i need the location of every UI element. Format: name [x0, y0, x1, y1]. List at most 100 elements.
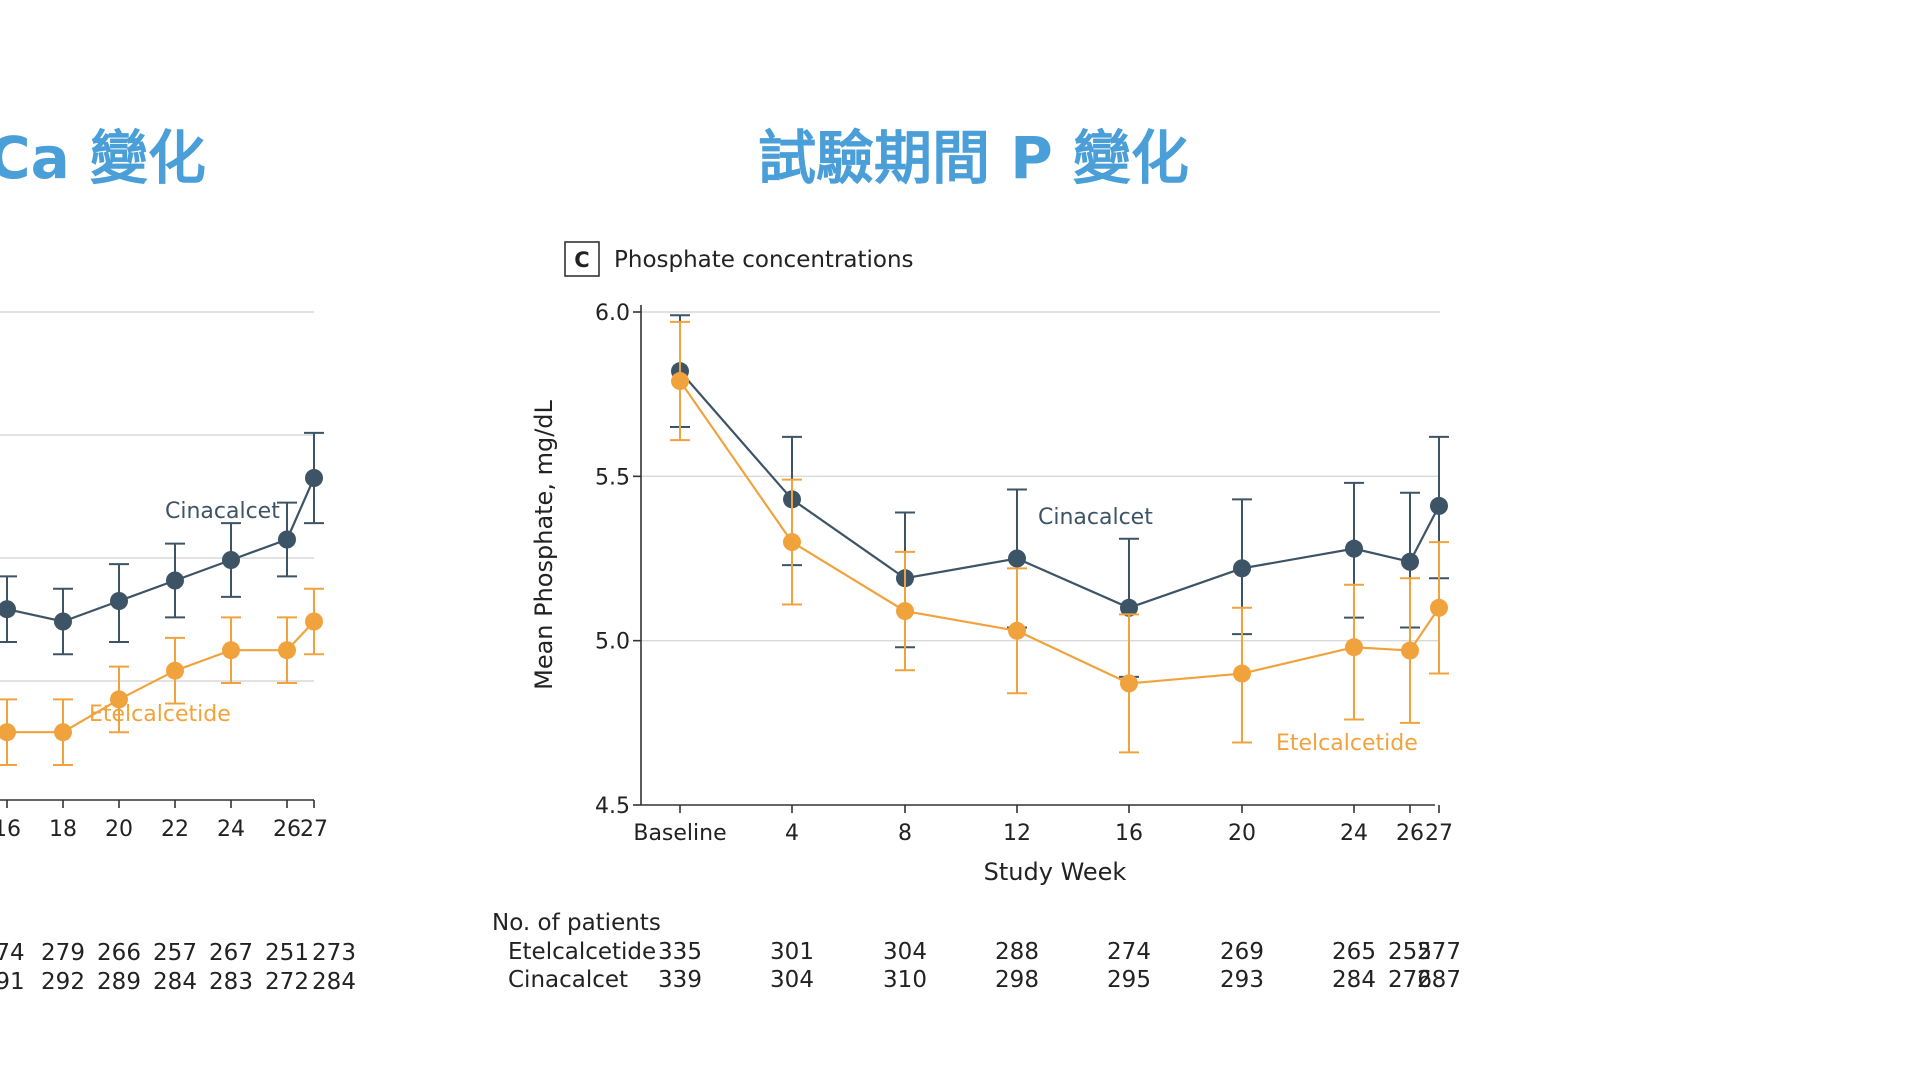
patients-count-etelcalcetide: 255	[1388, 939, 1432, 965]
left-patients-count-cinacalcet: 289	[97, 969, 141, 995]
right-etelcalcetide-point	[1008, 621, 1026, 640]
patients-count-etelcalcetide: 301	[770, 939, 814, 965]
right-x-tick-label: 8	[898, 821, 912, 846]
right-etelcalcetide-point	[783, 533, 801, 552]
right-x-tick-label: 20	[1228, 821, 1256, 846]
left-chart-series	[0, 431, 324, 766]
left-x-tick-label: 22	[161, 817, 189, 842]
right-patients-table: No. of patients Etelcalcetide Cinacalcet…	[492, 910, 1461, 993]
right-slide-title: 試驗期間 P 變化	[758, 124, 1189, 192]
patients-row-label-etelcalcetide: Etelcalcetide	[508, 939, 656, 965]
left-x-tick-label: 24	[217, 817, 245, 842]
right-etelcalcetide-line	[679, 380, 1440, 685]
right-cinacalcet-point	[1401, 552, 1419, 571]
left-etelcalcetide-point	[0, 723, 16, 742]
left-cinacalcet-point	[110, 592, 128, 610]
right-etelcalcetide-point	[1120, 674, 1138, 693]
left-cinacalcet-point	[0, 600, 16, 619]
right-etelcalcetide-point	[671, 372, 689, 391]
patients-count-cinacalcet: 287	[1417, 967, 1461, 993]
right-x-tick-label: 26	[1396, 821, 1424, 846]
left-patients-count-cinacalcet: 292	[41, 969, 85, 995]
left-slide-title: Ca 變化	[0, 124, 206, 192]
right-x-tick-label: 27	[1425, 821, 1453, 846]
y-axis-title: Mean Phosphate, mg/dL	[530, 399, 558, 689]
left-x-tick-label: 27	[300, 817, 328, 842]
panel-letter: C	[574, 248, 589, 272]
patients-count-cinacalcet: 310	[883, 967, 927, 993]
right-cinacalcet-label: Cinacalcet	[1038, 505, 1153, 530]
left-cinacalcet-point	[278, 530, 296, 549]
patients-count-etelcalcetide: 304	[883, 939, 927, 965]
left-chart-gridlines	[0, 311, 314, 682]
left-patients-count-etelcalcetide: 266	[97, 940, 141, 966]
right-x-tick-label: 12	[1003, 821, 1031, 846]
left-patients-count-etelcalcetide: 273	[312, 940, 356, 966]
left-etelcalcetide-label: Etelcalcetide	[89, 702, 231, 727]
right-cinacalcet-point	[1430, 496, 1448, 515]
right-x-tick-label: 24	[1340, 821, 1368, 846]
panel-letter-box	[564, 241, 600, 277]
left-cinacalcet-point	[222, 551, 240, 569]
patients-count-etelcalcetide: 274	[1107, 939, 1151, 965]
left-cinacalcet-point	[166, 571, 184, 590]
left-chart: 16182022242627 Cinacalcet Etelcalcetide …	[0, 311, 356, 995]
right-etelcalcetide-label: Etelcalcetide	[1276, 731, 1418, 756]
right-etelcalcetide-point	[896, 602, 914, 621]
left-patients-count-cinacalcet: 91	[0, 969, 25, 995]
patients-row-label-cinacalcet: Cinacalcet	[508, 967, 628, 993]
left-etelcalcetide-point	[54, 723, 72, 742]
right-y-tick-label: 6.0	[595, 301, 630, 326]
left-etelcalcetide-point	[166, 661, 184, 680]
right-y-tick-label: 4.5	[595, 794, 630, 819]
patients-count-cinacalcet: 295	[1107, 967, 1151, 993]
left-patients-count-cinacalcet: 284	[153, 969, 197, 995]
right-chart-gridlines	[641, 311, 1440, 642]
left-patients-count-cinacalcet: 283	[209, 969, 253, 995]
left-x-tick-label: 26	[273, 817, 301, 842]
left-etelcalcetide-point	[305, 612, 323, 631]
patients-count-cinacalcet: 276	[1388, 967, 1432, 993]
patients-count-cinacalcet: 304	[770, 967, 814, 993]
patients-count-cinacalcet: 293	[1220, 967, 1264, 993]
left-patients-count-etelcalcetide: 251	[265, 940, 309, 966]
patients-count-etelcalcetide: 269	[1220, 939, 1264, 965]
left-x-tick-label: 20	[105, 817, 133, 842]
right-x-tick-label: 4	[785, 821, 799, 846]
left-patients-count-etelcalcetide: 74	[0, 940, 25, 966]
right-cinacalcet-point	[1345, 539, 1363, 558]
left-x-tick-label: 16	[0, 817, 21, 842]
chart-title: Phosphate concentrations	[614, 247, 914, 273]
right-etelcalcetide-point	[1401, 641, 1419, 660]
right-chart-series	[670, 314, 1449, 754]
patients-count-cinacalcet: 339	[658, 967, 702, 993]
right-etelcalcetide-point	[1233, 664, 1251, 683]
left-patients-count-etelcalcetide: 279	[41, 940, 85, 966]
right-y-tick-label: 5.0	[595, 630, 630, 655]
left-patients-count-etelcalcetide: 257	[153, 940, 197, 966]
right-x-tick-label: Baseline	[633, 821, 726, 846]
left-x-tick-label: 18	[49, 817, 77, 842]
patients-count-etelcalcetide: 265	[1332, 939, 1376, 965]
x-axis-title: Study Week	[984, 858, 1127, 886]
left-patients-count-cinacalcet: 272	[265, 969, 309, 995]
left-etelcalcetide-point	[110, 690, 128, 709]
right-cinacalcet-point	[1008, 549, 1026, 568]
right-y-tick-label: 5.5	[595, 465, 630, 490]
right-x-tick-label: 16	[1115, 821, 1143, 846]
patients-table-header: No. of patients	[492, 910, 661, 936]
left-etelcalcetide-point	[222, 641, 240, 660]
patients-count-etelcalcetide: 288	[995, 939, 1039, 965]
left-cinacalcet-label: Cinacalcet	[165, 499, 280, 524]
right-chart-x-ticks: Baseline 4 8 12 16 20 24 26 27	[633, 805, 1453, 846]
left-patients-count-cinacalcet: 284	[312, 969, 356, 995]
right-chart: C Phosphate concentrations 4.55.05.56.0 …	[492, 241, 1461, 993]
patients-count-cinacalcet: 284	[1332, 967, 1376, 993]
left-etelcalcetide-point	[278, 641, 296, 660]
patients-count-cinacalcet: 298	[995, 967, 1039, 993]
